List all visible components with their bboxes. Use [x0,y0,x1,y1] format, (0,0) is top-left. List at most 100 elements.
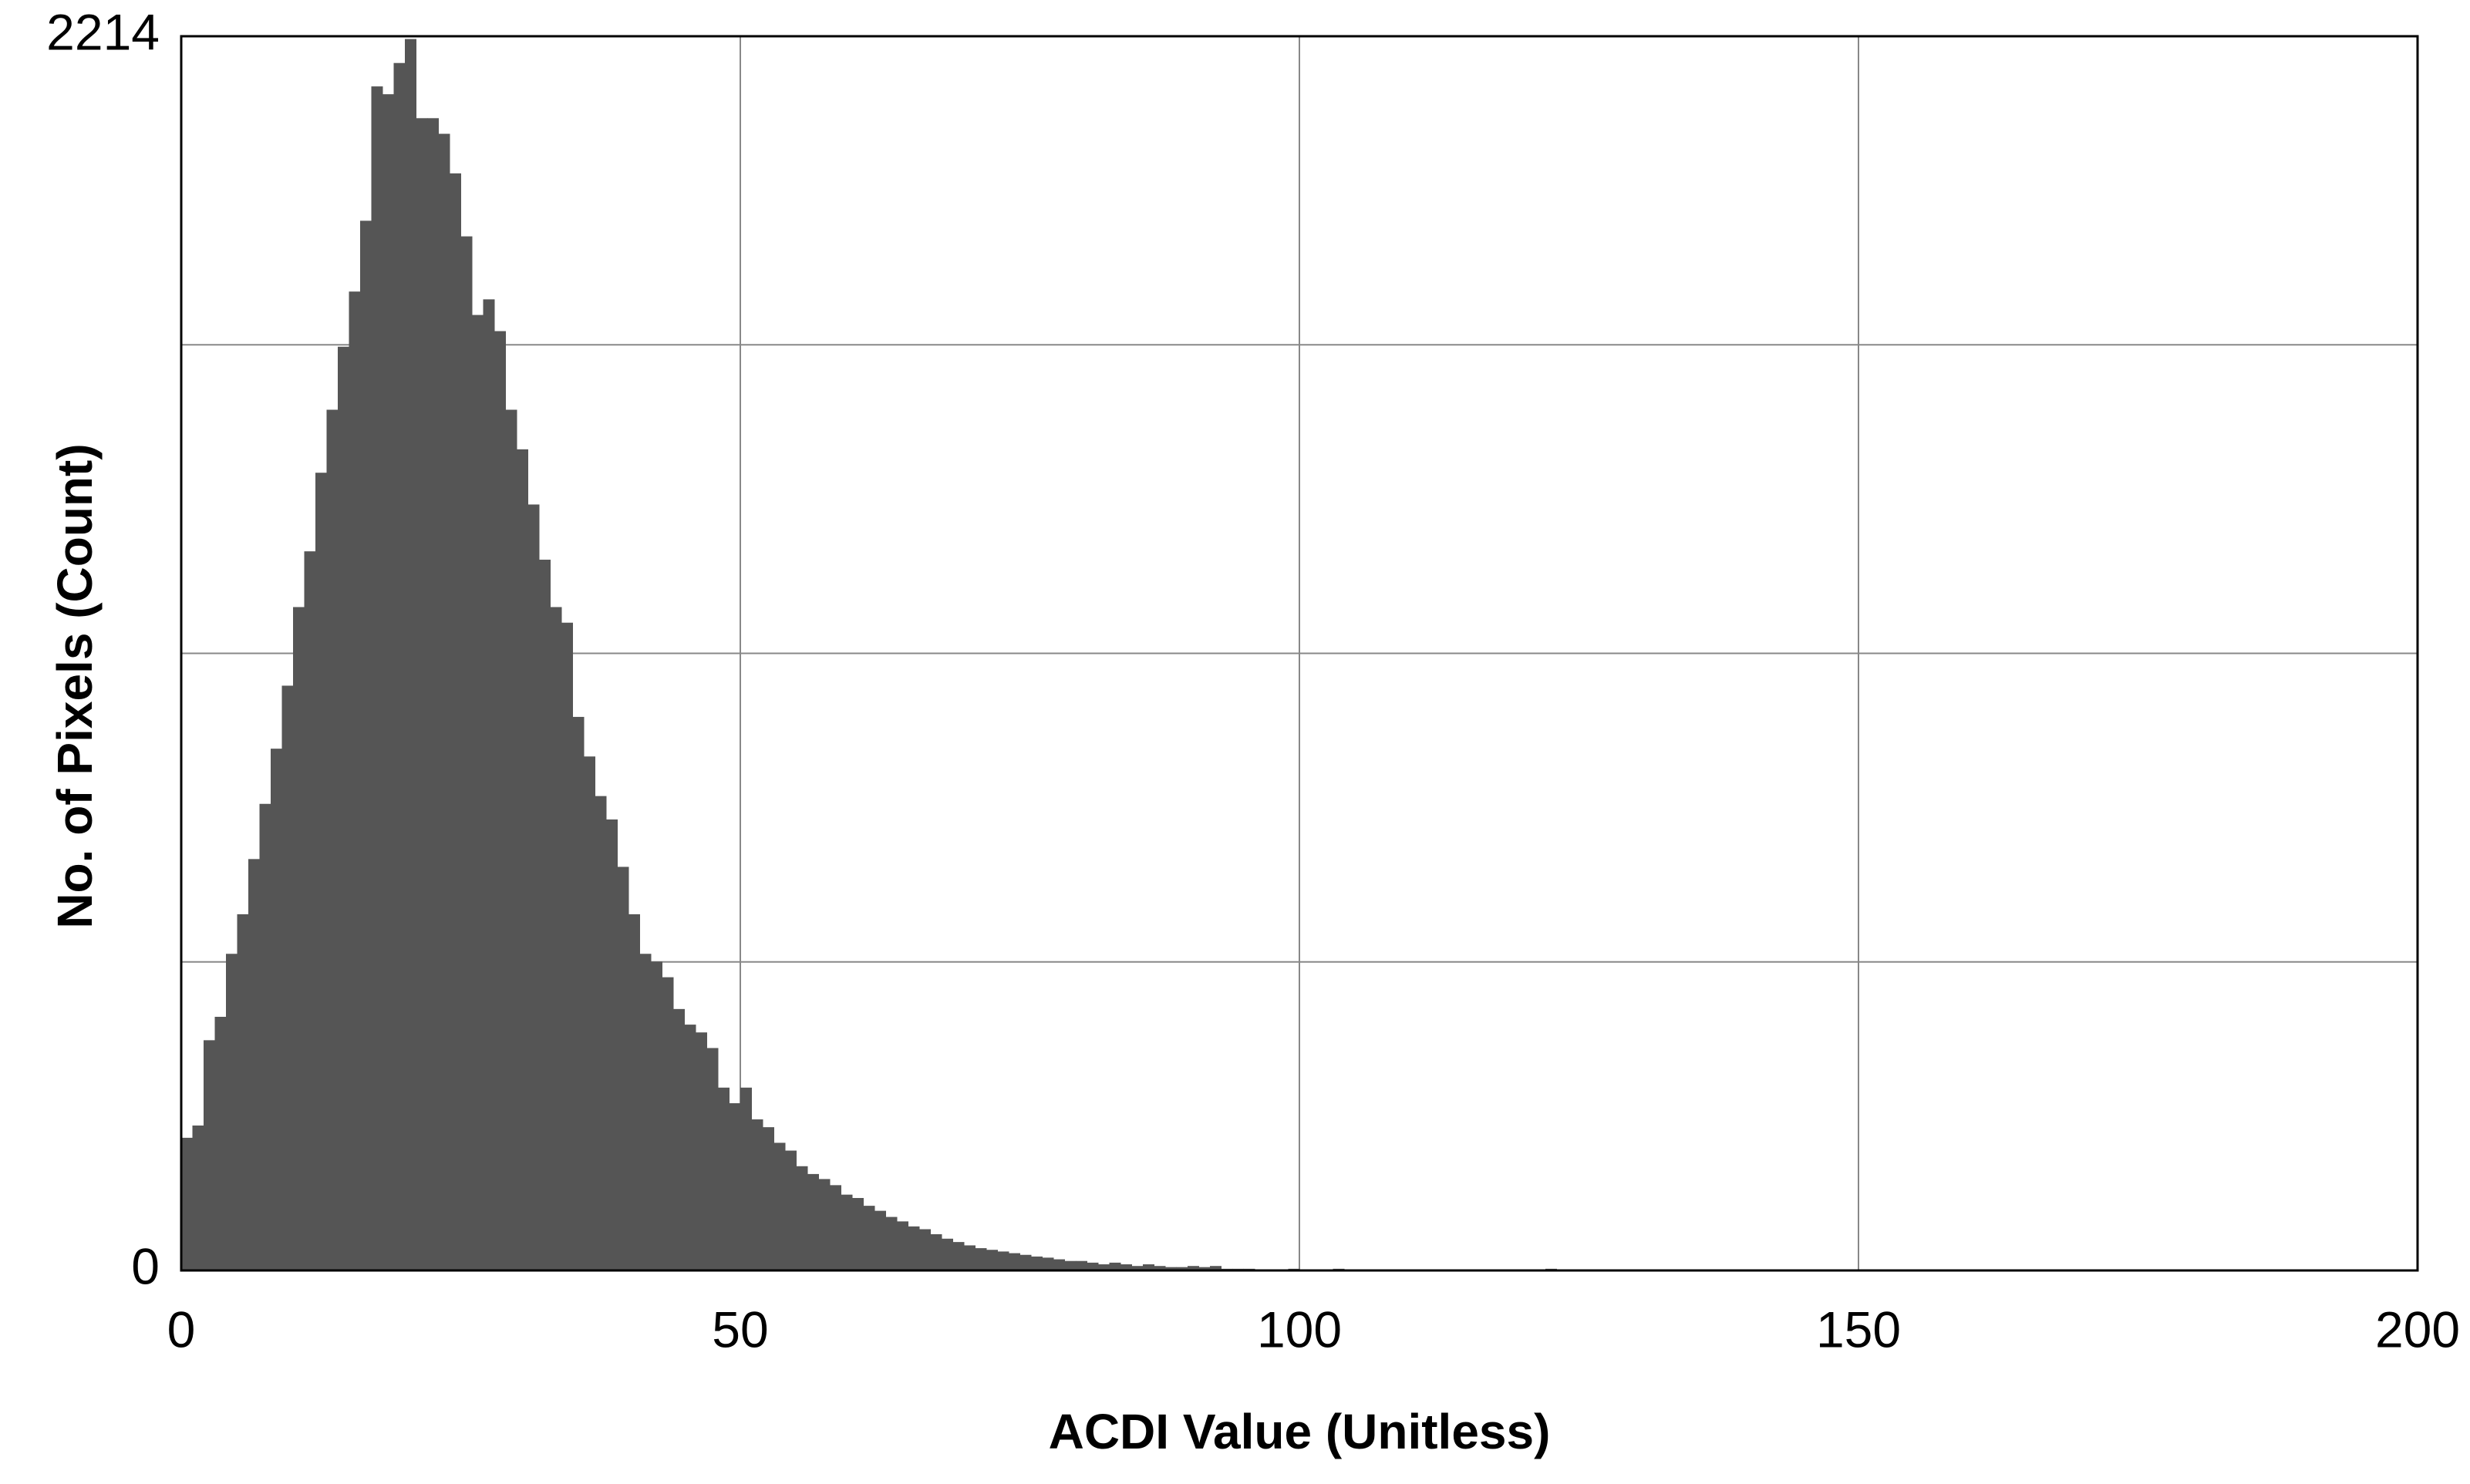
bar [382,94,394,1270]
bar [517,449,528,1270]
bar [908,1226,920,1270]
bar [751,1119,763,1270]
bar [1176,1267,1188,1270]
bar [997,1251,1009,1270]
bar [729,1103,741,1270]
bar [696,1032,707,1270]
bar [952,1242,965,1270]
bar [606,819,618,1270]
bar [349,291,361,1270]
bar [706,1048,719,1270]
bar [1042,1257,1054,1270]
bar [1087,1262,1099,1270]
bar [1165,1267,1177,1270]
bar [371,86,383,1270]
bar [416,118,428,1271]
bar [438,133,450,1270]
bar [204,1040,215,1270]
bar [897,1221,908,1270]
x-tick-label: 150 [1816,1301,1901,1358]
bar [1210,1266,1222,1270]
bar [1198,1267,1211,1270]
bar [740,1087,752,1270]
bar [338,346,349,1270]
bar [326,409,339,1270]
bar [639,954,652,1270]
bar [293,607,305,1270]
bar [1031,1256,1043,1270]
bar [1053,1259,1065,1270]
bar [595,796,607,1270]
y-tick-label: 0 [131,1237,160,1294]
bar [550,607,562,1270]
y-tick-label: 2214 [46,3,160,60]
bar [237,914,249,1270]
bar [986,1250,998,1270]
bar [527,504,540,1270]
bar [773,1142,786,1270]
y-axis-title: No. of Pixels (Count) [47,443,103,928]
bar [863,1206,875,1270]
bar [393,62,406,1270]
bar [807,1173,819,1270]
plot-border [180,35,2419,1272]
bar [561,622,573,1270]
x-axis-title: ACDI Value (Unitless) [1049,1404,1551,1459]
bar [1143,1264,1154,1270]
bar [930,1233,942,1270]
bar [360,220,372,1271]
bar [1019,1254,1032,1270]
bar [1098,1264,1110,1270]
bar [919,1229,931,1270]
bar [763,1127,774,1270]
bar [874,1210,886,1270]
bar [539,560,551,1270]
bar [1131,1266,1144,1270]
bar [617,867,629,1270]
bar [818,1179,831,1270]
x-tick-label: 200 [2375,1301,2460,1358]
bar [651,961,662,1270]
bar [315,473,327,1271]
bar [181,1137,193,1270]
bar [494,331,506,1270]
bar [964,1245,976,1270]
bar [214,1016,227,1270]
bar [1076,1260,1087,1270]
bar [226,954,238,1270]
x-tick-label: 0 [167,1301,196,1358]
bar [1064,1260,1077,1270]
bar [1009,1253,1020,1270]
bar [628,914,640,1270]
bar [785,1150,797,1270]
bar [450,173,461,1270]
x-tick-label: 50 [712,1301,768,1358]
bar [885,1216,898,1270]
bar [1120,1264,1132,1270]
bar [505,409,517,1270]
bar [248,859,260,1270]
bar [662,977,674,1270]
bar [852,1197,864,1270]
bar [259,803,271,1270]
bar [975,1248,987,1270]
bar [673,1008,685,1270]
bar [304,551,316,1270]
bar [1188,1266,1199,1270]
bar [472,315,484,1271]
bar [271,749,282,1270]
bar [1109,1262,1121,1270]
bar [427,118,439,1271]
bar [192,1125,204,1270]
bar [281,685,294,1270]
bar [483,299,495,1270]
bar [405,39,416,1271]
bar [718,1087,730,1270]
bar [830,1185,841,1270]
bar [841,1194,853,1270]
x-tick-label: 100 [1257,1301,1342,1358]
bar [684,1025,696,1270]
bar [572,716,585,1270]
bar [584,756,595,1270]
